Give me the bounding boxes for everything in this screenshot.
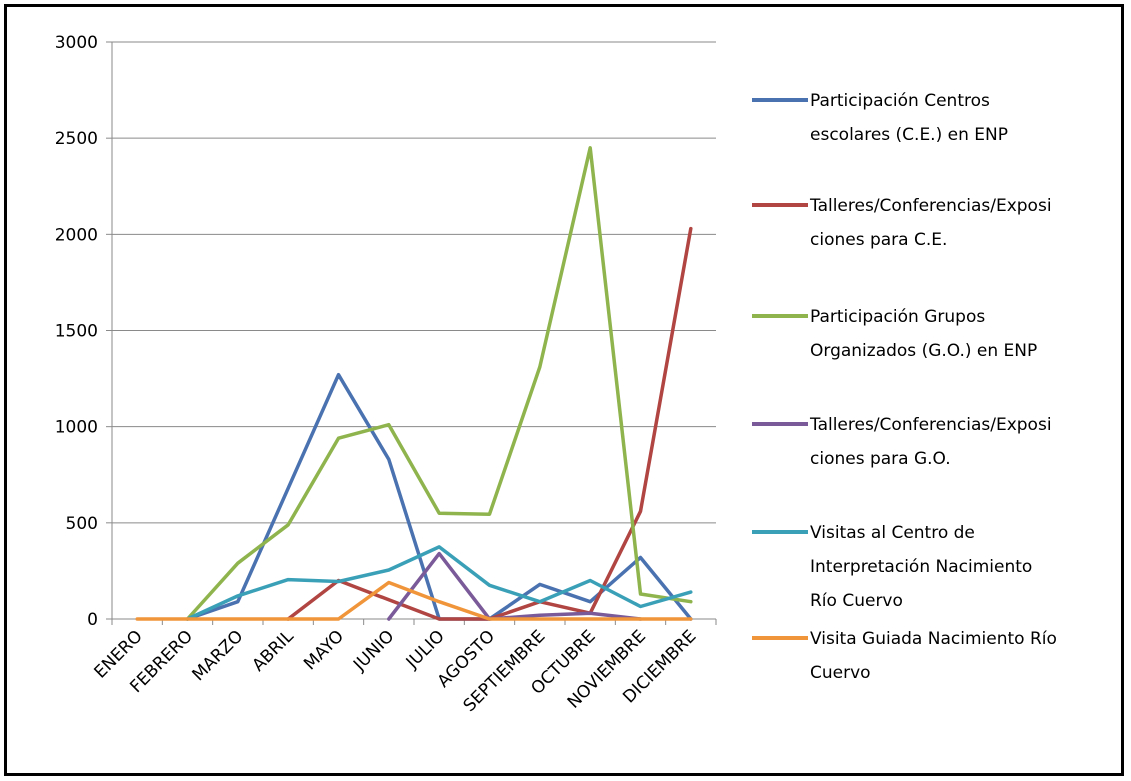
legend-entry-2: Talleres/Conferencias/Exposi ciones para … <box>752 196 1052 250</box>
legend-entry-4: Talleres/Conferencias/Exposi ciones para … <box>752 415 1052 469</box>
legend: Participación Centros escolares (C.E.) en… <box>752 91 1057 683</box>
x-tick-label: MAYO <box>300 626 348 674</box>
series-lines <box>135 146 693 621</box>
y-tick-label: 3000 <box>55 33 98 53</box>
y-tick-label: 0 <box>87 610 98 630</box>
x-tick-label: JULIO <box>402 626 449 673</box>
legend-label: Participación Centros <box>810 91 990 111</box>
series-line-4 <box>387 551 643 621</box>
y-tick-label: 1000 <box>55 418 98 438</box>
chart-frame <box>4 4 1124 776</box>
series-line-6 <box>135 580 693 621</box>
legend-label: Interpretación Nacimiento <box>810 557 1032 577</box>
legend-entry-5: Visitas al Centro de Interpretación Nacim… <box>752 523 1032 611</box>
x-tick-label: MARZO <box>189 626 248 685</box>
legend-label: Talleres/Conferencias/Exposi <box>809 196 1052 216</box>
y-tick-label: 1500 <box>55 322 98 342</box>
legend-entry-6: Visita Guiada Nacimiento Río Cuervo <box>752 629 1057 683</box>
legend-label: ciones para C.E. <box>810 230 947 250</box>
legend-label: Talleres/Conferencias/Exposi <box>809 415 1052 435</box>
y-tick-label: 2500 <box>55 129 98 149</box>
x-tick-label: ABRIL <box>248 626 298 676</box>
series-line-3 <box>185 146 693 621</box>
legend-entry-3: Participación Grupos Organizados (G.O.) e… <box>752 307 1037 361</box>
legend-label: Visitas al Centro de <box>810 523 975 543</box>
gridlines <box>112 41 716 620</box>
legend-entry-1: Participación Centros escolares (C.E.) en… <box>752 91 1008 145</box>
legend-label: Cuervo <box>810 663 871 683</box>
legend-label: Organizados (G.O.) en ENP <box>810 341 1037 361</box>
legend-label: escolares (C.E.) en ENP <box>810 125 1008 145</box>
legend-label: Participación Grupos <box>810 307 985 327</box>
legend-label: ciones para G.O. <box>810 449 951 469</box>
x-tick-label: JUNIO <box>349 626 398 675</box>
series-line-1 <box>185 372 693 621</box>
legend-label: Visita Guiada Nacimiento Río <box>810 629 1057 649</box>
y-tick-label: 2000 <box>55 225 98 245</box>
y-tick-label: 500 <box>66 514 98 534</box>
series-line-5 <box>185 545 693 621</box>
series-line-2 <box>286 226 693 621</box>
legend-label: Río Cuervo <box>810 591 903 611</box>
y-axis-ticks: 0 500 1000 1500 2000 2500 3000 <box>55 33 112 630</box>
